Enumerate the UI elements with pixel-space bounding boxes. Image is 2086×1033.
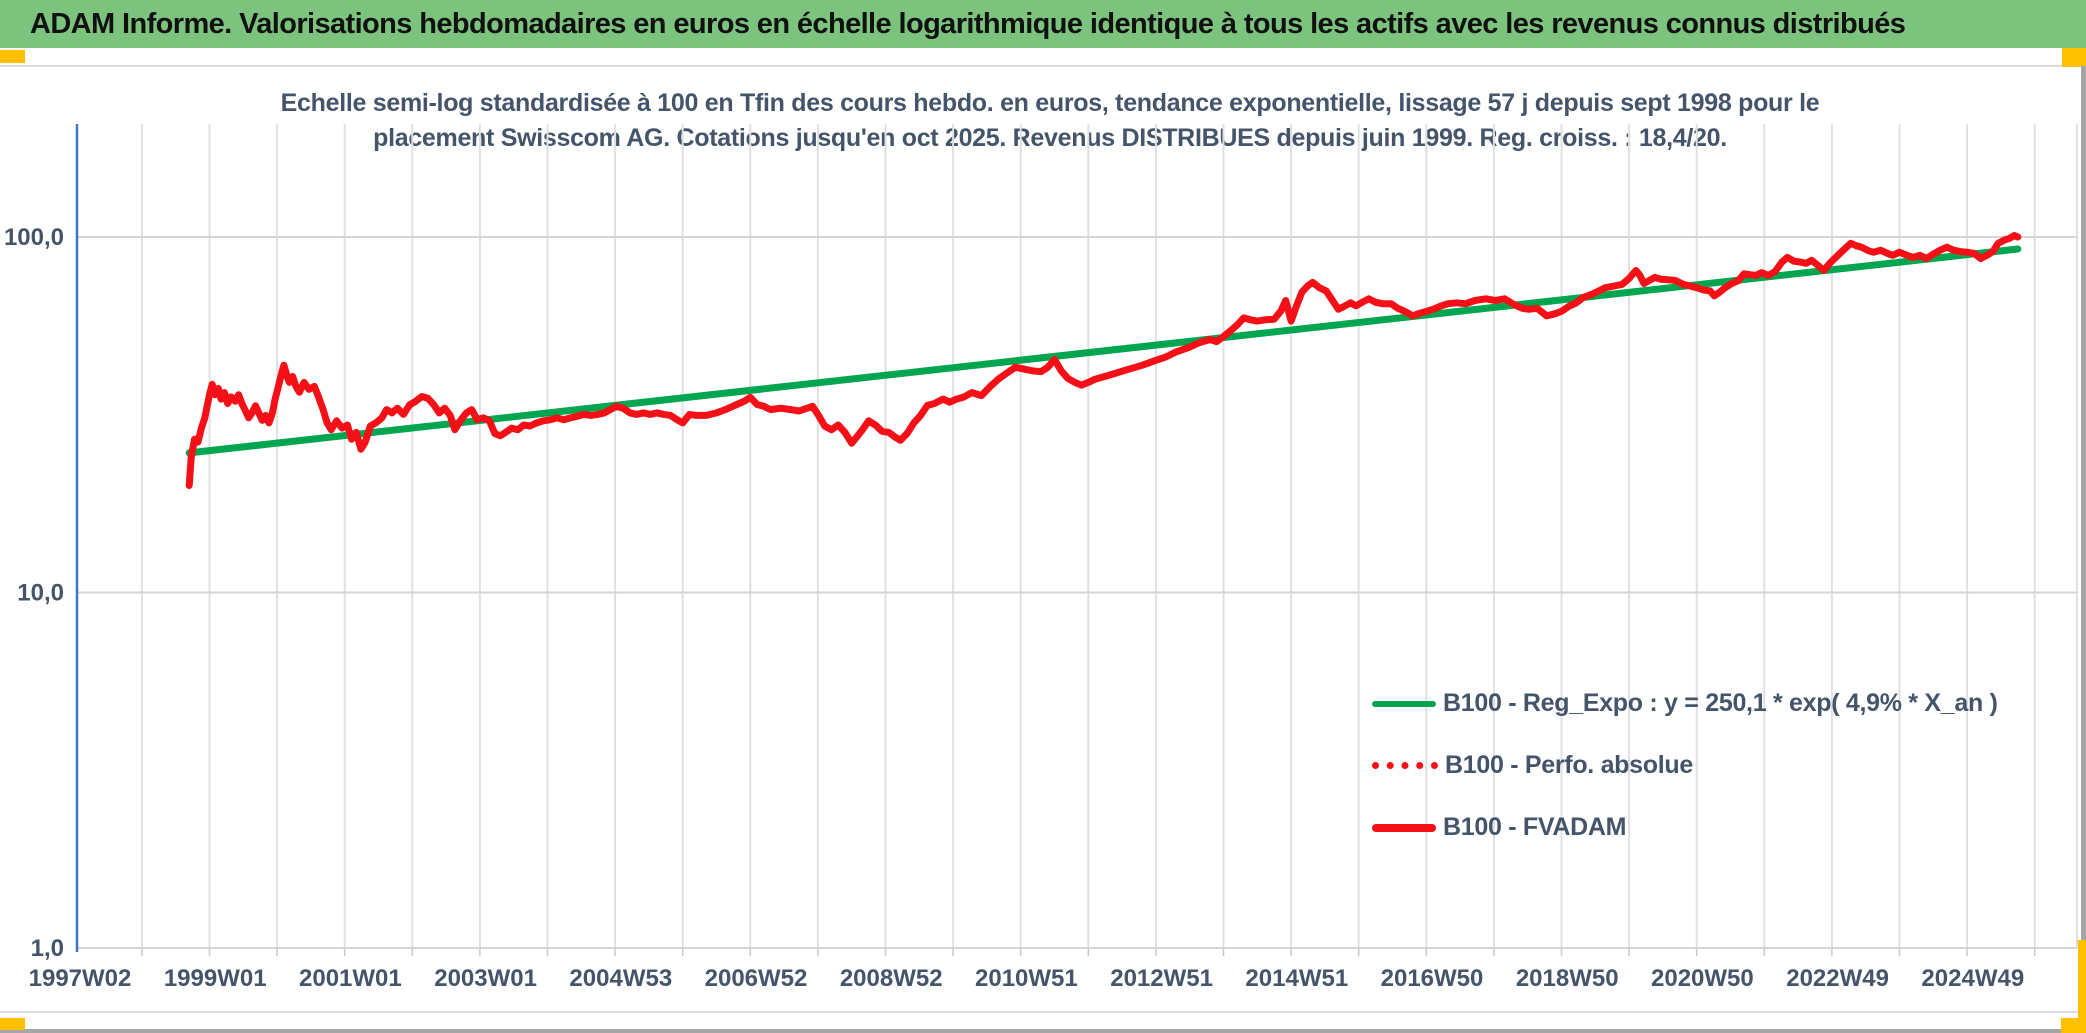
- legend-entry-perfo-absolue[interactable]: B100 - Perfo. absolue: [1372, 746, 1998, 785]
- cell-highlight-right-strip: [2078, 940, 2086, 1033]
- x-tick-label: 2024W49: [1921, 965, 2024, 992]
- x-tick-label: 2008W52: [840, 965, 943, 992]
- x-tick-label: 2016W50: [1381, 965, 1484, 992]
- page-title: ADAM Informe. Valorisations hebdomadaire…: [30, 7, 1906, 40]
- cell-highlight-bottom-right: [2061, 1018, 2086, 1033]
- divider: [0, 1011, 2086, 1013]
- chart-title-line1: Echelle semi-log standardisée à 100 en T…: [280, 89, 1820, 117]
- cell-highlight-top-left: [0, 50, 25, 63]
- legend-marker-red-line: [1372, 823, 1436, 832]
- chart-legend: B100 - Reg_Expo : y = 250,1 * exp( 4,9% …: [1372, 684, 1998, 847]
- x-tick-label: 2022W49: [1786, 965, 1889, 992]
- x-tick-label: 1997W02: [29, 965, 132, 992]
- x-tick-label: 2006W52: [705, 965, 808, 992]
- legend-marker-red-dotted-line: [1372, 762, 1438, 769]
- legend-label: B100 - Reg_Expo : y = 250,1 * exp( 4,9% …: [1443, 689, 1998, 717]
- x-tick-label: 2003W01: [434, 965, 537, 992]
- title-bar: ADAM Informe. Valorisations hebdomadaire…: [0, 0, 2086, 48]
- series-line-b100-reg-expo: [185, 245, 2022, 457]
- x-tick-label: 2020W50: [1651, 965, 1754, 992]
- y-tick-label: 1,0: [31, 935, 64, 962]
- x-tick-label: 2014W51: [1245, 965, 1348, 992]
- chart-title: Echelle semi-log standardisée à 100 en T…: [170, 86, 1930, 156]
- y-tick-label: 10,0: [17, 580, 64, 607]
- legend-entry-fvadam[interactable]: B100 - FVADAM: [1372, 808, 1998, 847]
- legend-label: B100 - FVADAM: [1443, 813, 1627, 841]
- x-tick-label: 2010W51: [975, 965, 1078, 992]
- cell-highlight-bottom-left: [0, 1018, 25, 1030]
- legend-label: B100 - Perfo. absolue: [1445, 751, 1693, 779]
- x-tick-label: 2001W01: [299, 965, 402, 992]
- window-border-bottom: [0, 1029, 2086, 1033]
- chart-title-line2: placement Swisscom AG. Cotations jusqu'e…: [373, 124, 1727, 152]
- y-tick-label: 100,0: [4, 224, 64, 251]
- series-line-b100-fvadam: [185, 232, 2022, 489]
- x-tick-label: 1999W01: [164, 965, 267, 992]
- divider: [0, 65, 2086, 67]
- window-border-right: [2081, 66, 2086, 1033]
- legend-marker-green-line: [1372, 700, 1436, 707]
- x-tick-label: 2018W50: [1516, 965, 1619, 992]
- x-tick-label: 2012W51: [1110, 965, 1213, 992]
- x-tick-label: 2004W53: [569, 965, 672, 992]
- legend-entry-trend[interactable]: B100 - Reg_Expo : y = 250,1 * exp( 4,9% …: [1372, 684, 1998, 723]
- cell-highlight-top-right: [2062, 48, 2086, 67]
